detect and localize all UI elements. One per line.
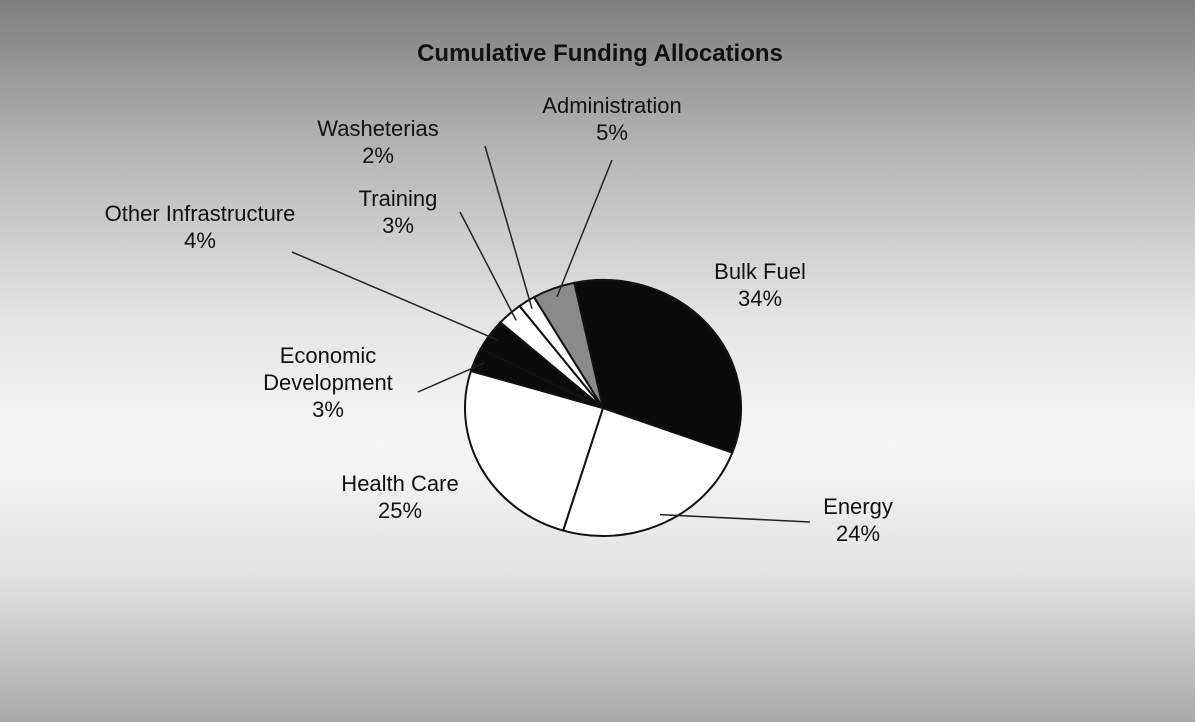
pie-slice	[561, 406, 734, 537]
slice-label: Washeterias	[317, 116, 439, 141]
slice-value-label: 3%	[382, 213, 414, 238]
slice-value-label: 25%	[377, 498, 423, 523]
slice-label: Training	[358, 186, 438, 211]
slice-value-label: 24%	[835, 521, 881, 546]
slice-label: Energy	[823, 494, 893, 519]
slice-label: Bulk Fuel	[714, 259, 806, 284]
leader-line	[459, 211, 517, 321]
leader-line	[660, 513, 811, 523]
slice-value-label: 5%	[596, 120, 628, 145]
slice-label: Administration	[542, 93, 682, 118]
pie-slice	[464, 369, 605, 532]
slice-value-label: 34%	[737, 286, 783, 311]
leader-line	[484, 145, 533, 310]
pie-slice	[573, 279, 742, 454]
leader-line	[417, 362, 485, 393]
chart-title: Cumulative Funding Allocations	[417, 40, 783, 67]
leader-line	[291, 251, 498, 341]
pie-slice	[532, 281, 604, 409]
slice-value-label: 2%	[362, 143, 394, 168]
slice-value-label: 3%	[312, 397, 344, 422]
slice-label: Economic Development	[263, 343, 393, 395]
slice-value-label: 4%	[184, 228, 216, 253]
leader-line	[556, 159, 613, 298]
slice-label: Other Infrastructure	[104, 201, 296, 226]
slice-label: Health Care	[341, 471, 459, 496]
